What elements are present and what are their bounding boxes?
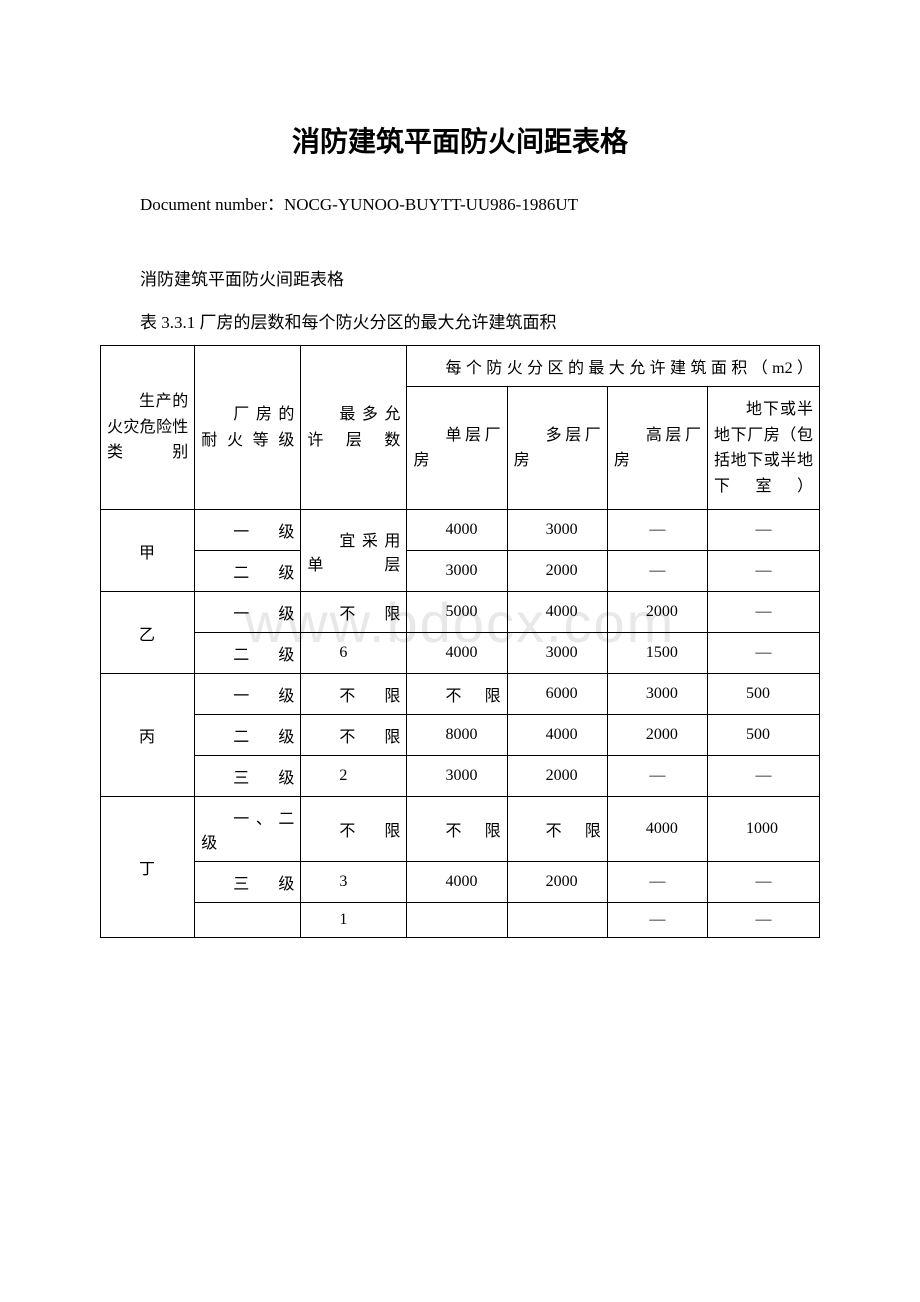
document-number: Document number：NOCG-YUNOO-BUYTT-UU986-1… xyxy=(100,190,820,215)
data-cell: 2000 xyxy=(507,756,607,797)
data-cell: 2000 xyxy=(607,592,707,633)
data-cell: 6000 xyxy=(507,674,607,715)
data-cell: 2000 xyxy=(607,715,707,756)
grade-cell: 三级 xyxy=(195,862,301,903)
data-cell: — xyxy=(708,510,820,551)
grade-cell: 一、二级 xyxy=(195,797,301,862)
table-row: 三级 2 3000 2000 — — xyxy=(101,756,820,797)
floors-cell: 1 xyxy=(301,903,407,938)
cat-ding: 丁 xyxy=(101,797,195,938)
floors-cell: 不限 xyxy=(301,592,407,633)
data-cell: 3000 xyxy=(607,674,707,715)
table-row: 三级 3 4000 2000 — — xyxy=(101,862,820,903)
table-row: 丙 一级 不限 不限 6000 3000 500 xyxy=(101,674,820,715)
data-cell xyxy=(507,903,607,938)
grade-cell: 二级 xyxy=(195,633,301,674)
grade-cell: 一级 xyxy=(195,592,301,633)
data-cell: — xyxy=(607,903,707,938)
hdr-multi: 多层厂房 xyxy=(507,387,607,510)
table-row: 甲 一级 宜采用单层 4000 3000 — — xyxy=(101,510,820,551)
document-content: 消防建筑平面防火间距表格 Document number：NOCG-YUNOO-… xyxy=(100,120,820,938)
floors-cell: 6 xyxy=(301,633,407,674)
floors-cell: 不限 xyxy=(301,797,407,862)
data-cell: 5000 xyxy=(407,592,507,633)
data-cell: — xyxy=(607,551,707,592)
hdr-high: 高层厂房 xyxy=(607,387,707,510)
data-cell xyxy=(407,903,507,938)
data-cell: — xyxy=(607,510,707,551)
data-cell: 4000 xyxy=(407,633,507,674)
floors-cell: 2 xyxy=(301,756,407,797)
cat-yi: 乙 xyxy=(101,592,195,674)
data-cell: — xyxy=(607,756,707,797)
data-cell: 2000 xyxy=(507,862,607,903)
hdr-category: 生产的火灾危险性类别 xyxy=(101,346,195,510)
fire-distance-table: 生产的火灾危险性类别 厂房的耐火等级 最多允许层数 每个防火分区的最大允许建筑面… xyxy=(100,345,820,938)
floors-cell: 不限 xyxy=(301,715,407,756)
data-cell: 不限 xyxy=(507,797,607,862)
data-cell: 3000 xyxy=(407,756,507,797)
floors-cell: 3 xyxy=(301,862,407,903)
data-cell: — xyxy=(708,903,820,938)
data-cell: 500 xyxy=(708,674,820,715)
data-cell: — xyxy=(708,633,820,674)
grade-cell: 二级 xyxy=(195,715,301,756)
hdr-floors: 最多允许层数 xyxy=(301,346,407,510)
hdr-grade: 厂房的耐火等级 xyxy=(195,346,301,510)
data-cell: 3000 xyxy=(507,510,607,551)
data-cell: 4000 xyxy=(507,592,607,633)
grade-cell: 一级 xyxy=(195,674,301,715)
data-cell: 1500 xyxy=(607,633,707,674)
data-cell: 1000 xyxy=(708,797,820,862)
table-row: 二级 不限 8000 4000 2000 500 xyxy=(101,715,820,756)
data-cell: — xyxy=(708,551,820,592)
data-cell: 500 xyxy=(708,715,820,756)
data-cell: 4000 xyxy=(507,715,607,756)
subtitle: 消防建筑平面防火间距表格 xyxy=(100,265,820,290)
hdr-underground: 地下或半地下厂房（包括地下或半地下室） xyxy=(708,387,820,510)
data-cell: — xyxy=(708,592,820,633)
data-cell: — xyxy=(708,862,820,903)
data-cell: 不限 xyxy=(407,674,507,715)
data-cell: 3000 xyxy=(407,551,507,592)
data-cell: 2000 xyxy=(507,551,607,592)
grade-cell: 三级 xyxy=(195,756,301,797)
data-cell: 4000 xyxy=(407,862,507,903)
table-row: 乙 一级 不限 5000 4000 2000 — xyxy=(101,592,820,633)
grade-cell xyxy=(195,903,301,938)
table-row: 二级 3000 2000 — — xyxy=(101,551,820,592)
cat-jia: 甲 xyxy=(101,510,195,592)
data-cell: 3000 xyxy=(507,633,607,674)
data-cell: — xyxy=(607,862,707,903)
data-cell: 4000 xyxy=(607,797,707,862)
floors-cell: 不限 xyxy=(301,674,407,715)
hdr-single: 单层厂房 xyxy=(407,387,507,510)
data-cell: 8000 xyxy=(407,715,507,756)
cat-bing: 丙 xyxy=(101,674,195,797)
table-row: 二级 6 4000 3000 1500 — xyxy=(101,633,820,674)
page-title: 消防建筑平面防火间距表格 xyxy=(100,120,820,160)
table-caption: 表 3.3.1 厂房的层数和每个防火分区的最大允许建筑面积 xyxy=(100,308,820,333)
grade-cell: 二级 xyxy=(195,551,301,592)
data-cell: — xyxy=(708,756,820,797)
hdr-area: 每个防火分区的最大允许建筑面积（m2） xyxy=(407,346,820,387)
floors-cell: 宜采用单层 xyxy=(301,510,407,592)
header-row-1: 生产的火灾危险性类别 厂房的耐火等级 最多允许层数 每个防火分区的最大允许建筑面… xyxy=(101,346,820,387)
data-cell: 不限 xyxy=(407,797,507,862)
data-cell: 4000 xyxy=(407,510,507,551)
grade-cell: 一级 xyxy=(195,510,301,551)
table-row: 1 — — xyxy=(101,903,820,938)
table-row: 丁 一、二级 不限 不限 不限 4000 1000 xyxy=(101,797,820,862)
